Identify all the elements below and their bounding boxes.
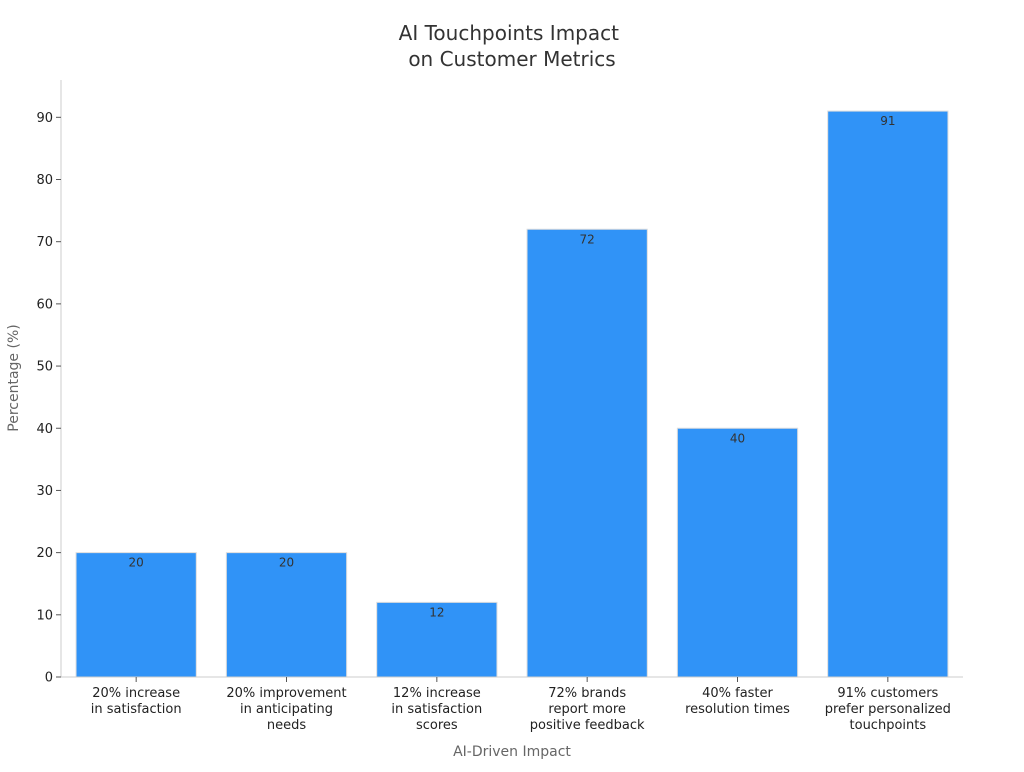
y-axis: 0 10 20 30 40 50 60 70 80 90	[36, 80, 62, 686]
y-tick-label: 70	[36, 235, 53, 250]
bar	[376, 601, 498, 678]
x-category-label-line: scores	[416, 718, 458, 733]
bar	[225, 552, 348, 678]
x-category-label: 20% increase in satisfaction	[91, 686, 182, 717]
y-tick-label: 40	[36, 422, 53, 437]
x-category-label: 12% increase in satisfaction scores	[391, 686, 482, 733]
x-category-label-line: touchpoints	[850, 718, 927, 733]
x-category-label: 20% improvement in anticipating needs	[226, 686, 346, 733]
x-category-label-line: 91% customers	[837, 686, 938, 701]
bar-data-label: 91	[880, 114, 895, 128]
y-tick-label: 30	[36, 484, 53, 499]
x-category-label-line: 20% increase	[92, 686, 180, 701]
y-tick-label: 90	[36, 111, 53, 126]
x-category-label: 91% customers prefer personalized touchpoi…	[825, 686, 951, 733]
bar-data-label: 12	[429, 605, 444, 619]
x-category-label-line: 40% faster	[702, 686, 773, 701]
bar	[676, 427, 799, 678]
x-axis-title: AI-Driven Impact	[453, 744, 571, 760]
x-category-label-line: 72% brands	[548, 686, 626, 701]
x-category-label-line: in anticipating	[240, 702, 333, 717]
x-category-label-line: needs	[267, 718, 306, 733]
x-category-label-line: 12% increase	[393, 686, 481, 701]
bar-data-label: 20	[129, 556, 144, 570]
y-tick-label: 0	[45, 671, 53, 686]
chart-title-line-1: AI Touchpoints Impact	[399, 21, 619, 45]
chart-title: AI Touchpoints Impact on Customer Metric…	[399, 21, 626, 71]
y-axis-title: Percentage (%)	[6, 324, 22, 431]
bar-data-label: 40	[730, 431, 745, 445]
x-category-label-line: 20% improvement	[226, 686, 346, 701]
x-category-label-line: resolution times	[685, 702, 790, 717]
y-tick-label: 80	[36, 173, 53, 188]
bar	[75, 552, 197, 678]
x-category-label-line: positive feedback	[530, 718, 645, 733]
chart-title-line-2: on Customer Metrics	[408, 47, 615, 71]
bars: 20 20 12 72 40 91	[75, 110, 949, 678]
bar	[526, 228, 648, 678]
x-category-label-line: in satisfaction	[91, 702, 182, 717]
y-tick-label: 10	[36, 608, 53, 623]
x-category-label-line: in satisfaction	[391, 702, 482, 717]
bar	[827, 110, 949, 678]
bar-data-label: 72	[580, 232, 595, 246]
x-category-label-line: prefer personalized	[825, 702, 951, 717]
bar-data-label: 20	[279, 556, 294, 570]
x-category-label-line: report more	[548, 702, 626, 717]
x-category-label: 72% brands report more positive feedback	[530, 686, 645, 733]
y-tick-label: 50	[36, 360, 53, 375]
y-tick-label: 20	[36, 546, 53, 561]
y-tick-label: 60	[36, 297, 53, 312]
x-category-label: 40% faster resolution times	[685, 686, 790, 717]
